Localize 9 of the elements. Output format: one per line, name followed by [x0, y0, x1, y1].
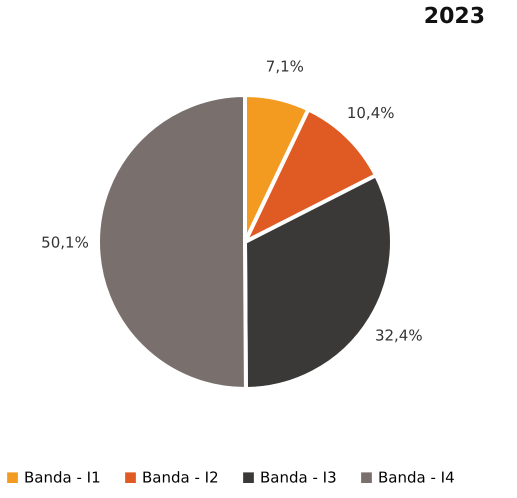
data-label: 7,1%: [266, 57, 304, 76]
legend-label: Banda - I4: [378, 468, 455, 487]
chart-title: 2023: [424, 4, 485, 29]
legend-label: Banda - I2: [142, 468, 219, 487]
data-label: 50,1%: [41, 234, 89, 252]
legend-label: Banda - I3: [260, 468, 337, 487]
data-label: 10,4%: [346, 104, 394, 122]
data-label: 32,4%: [374, 326, 423, 345]
legend-label: Banda - I1: [24, 468, 101, 487]
